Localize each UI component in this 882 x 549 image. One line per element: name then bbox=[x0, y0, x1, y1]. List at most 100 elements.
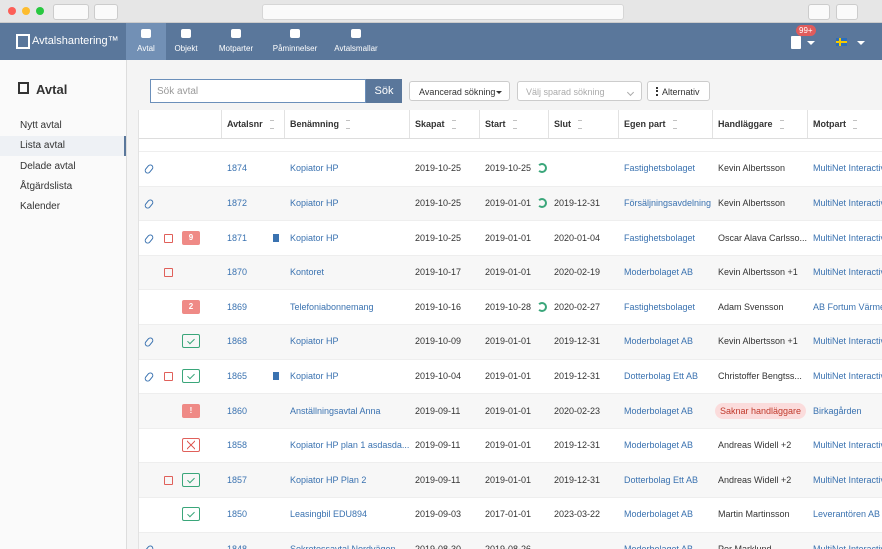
nav-item[interactable]: Påminnelser bbox=[265, 44, 325, 53]
sidebar: Avtal Nytt avtalLista avtalDelade avtalÅ… bbox=[0, 60, 127, 549]
status-icon bbox=[182, 473, 200, 487]
cell[interactable]: Försäljningsavdelning bbox=[624, 198, 711, 208]
cell[interactable]: Fastighetsbolaget bbox=[624, 233, 695, 243]
language-flag[interactable] bbox=[836, 38, 847, 46]
column-divider bbox=[618, 110, 619, 138]
cell[interactable]: Fastighetsbolaget bbox=[624, 302, 695, 312]
column-header[interactable]: Handläggare bbox=[718, 119, 773, 129]
cell[interactable]: 1872 bbox=[227, 198, 247, 208]
column-header[interactable]: Egen part bbox=[624, 119, 666, 129]
cell[interactable]: Kopiator HP bbox=[290, 371, 339, 381]
sort-icon[interactable] bbox=[780, 120, 784, 129]
sort-icon[interactable] bbox=[578, 120, 582, 129]
search-button[interactable]: Sök bbox=[366, 79, 402, 103]
cell[interactable]: MultiNet Interactive bbox=[813, 336, 882, 346]
cell[interactable]: 1868 bbox=[227, 336, 247, 346]
cell[interactable]: Leasingbil EDU894 bbox=[290, 509, 367, 519]
cell[interactable]: Dotterbolag Ett AB bbox=[624, 371, 698, 381]
zoom-button[interactable] bbox=[36, 7, 44, 15]
cell[interactable]: AB Fortum Värme bbox=[813, 302, 882, 312]
nav-item[interactable]: Avtalsmallar bbox=[326, 44, 386, 53]
cell[interactable]: Dotterbolag Ett AB bbox=[624, 475, 698, 485]
column-header[interactable]: Slut bbox=[554, 119, 571, 129]
cell[interactable]: Kopiator HP bbox=[290, 163, 339, 173]
status-icon bbox=[182, 438, 200, 452]
close-button[interactable] bbox=[8, 7, 16, 15]
cell[interactable]: Leverantören AB bbox=[813, 509, 880, 519]
sidebar-item[interactable]: Delade avtal bbox=[20, 161, 76, 172]
notification-icon[interactable] bbox=[791, 36, 801, 49]
column-header[interactable]: Skapat bbox=[415, 119, 445, 129]
column-header[interactable]: Benämning bbox=[290, 119, 339, 129]
cell[interactable]: 1857 bbox=[227, 475, 247, 485]
cell[interactable]: MultiNet Interactive bbox=[813, 198, 882, 208]
cell[interactable]: Kopiator HP bbox=[290, 233, 339, 243]
cell: Kevin Albertsson bbox=[718, 163, 785, 173]
saved-search[interactable]: Välj sparad sökning bbox=[517, 81, 642, 101]
share-button[interactable] bbox=[808, 4, 830, 20]
cell[interactable]: 1848 bbox=[227, 544, 247, 549]
column-header[interactable]: Avtalsnr bbox=[227, 119, 263, 129]
cell[interactable]: 1869 bbox=[227, 302, 247, 312]
options-button[interactable]: Alternativ bbox=[647, 81, 710, 101]
nav-arrows[interactable] bbox=[53, 4, 89, 20]
cell: 2020-02-23 bbox=[554, 406, 600, 416]
cell[interactable]: 1865 bbox=[227, 371, 247, 381]
sort-icon[interactable] bbox=[853, 120, 857, 129]
cell[interactable]: MultiNet Interactive bbox=[813, 233, 882, 243]
cell[interactable]: MultiNet Interactive bbox=[813, 440, 882, 450]
cell[interactable]: Moderbolaget AB bbox=[624, 544, 693, 549]
cell[interactable]: Birkagården bbox=[813, 406, 862, 416]
cell[interactable]: MultiNet Interactive bbox=[813, 544, 882, 549]
sidebar-item[interactable]: Nytt avtal bbox=[20, 120, 62, 131]
sort-icon[interactable] bbox=[270, 120, 274, 129]
cell[interactable]: 1858 bbox=[227, 440, 247, 450]
cell[interactable]: Fastighetsbolaget bbox=[624, 163, 695, 173]
sort-icon[interactable] bbox=[452, 120, 456, 129]
cell[interactable]: Kontoret bbox=[290, 267, 324, 277]
column-header[interactable]: Motpart bbox=[813, 119, 846, 129]
sidebar-item[interactable]: Åtgärdslista bbox=[20, 181, 72, 192]
sidebar-item[interactable]: Kalender bbox=[20, 201, 60, 212]
advanced-search[interactable]: Avancerad sökning bbox=[409, 81, 510, 101]
cell[interactable]: Sekretessavtal Nordvägen bbox=[290, 544, 396, 549]
cell[interactable]: Kopiator HP Plan 2 bbox=[290, 475, 366, 485]
cell[interactable]: Telefoniabonnemang bbox=[290, 302, 374, 312]
sidebar-item[interactable]: Lista avtal bbox=[20, 140, 65, 151]
sort-icon[interactable] bbox=[346, 120, 350, 129]
cell[interactable]: 1850 bbox=[227, 509, 247, 519]
cell[interactable]: MultiNet Interactive bbox=[813, 163, 882, 173]
cell[interactable]: MultiNet Interactive bbox=[813, 371, 882, 381]
cell[interactable]: 1871 bbox=[227, 233, 247, 243]
sort-icon[interactable] bbox=[673, 120, 677, 129]
minimize-button[interactable] bbox=[22, 7, 30, 15]
cell[interactable]: Moderbolaget AB bbox=[624, 440, 693, 450]
sidebar-toggle[interactable] bbox=[94, 4, 118, 20]
cell[interactable]: Kopiator HP plan 1 asdasda... bbox=[290, 440, 409, 450]
cell[interactable]: Anställningsavtal Anna bbox=[290, 406, 381, 416]
cell[interactable]: Kopiator HP bbox=[290, 198, 339, 208]
sort-icon[interactable] bbox=[513, 120, 517, 129]
cell[interactable]: MultiNet Interactive bbox=[813, 475, 882, 485]
cell[interactable]: Moderbolaget AB bbox=[624, 336, 693, 346]
cell[interactable]: MultiNet Interactive bbox=[813, 267, 882, 277]
cell[interactable]: 1874 bbox=[227, 163, 247, 173]
cell[interactable]: 1860 bbox=[227, 406, 247, 416]
logo-text[interactable]: Avtalshantering™ bbox=[32, 35, 119, 47]
cell: 2019-09-11 bbox=[415, 406, 460, 416]
tabs-button[interactable] bbox=[836, 4, 858, 20]
cell[interactable]: Moderbolaget AB bbox=[624, 267, 693, 277]
caret bbox=[807, 41, 815, 49]
app-navbar: Avtalshantering™ 99+ AvtalObjektMotparte… bbox=[0, 23, 882, 60]
cell[interactable]: Kopiator HP bbox=[290, 336, 339, 346]
note-icon bbox=[164, 234, 173, 243]
address-bar[interactable] bbox=[262, 4, 624, 20]
search-input[interactable]: Sök avtal bbox=[150, 79, 366, 103]
column-header[interactable]: Start bbox=[485, 119, 506, 129]
cell[interactable]: 1870 bbox=[227, 267, 247, 277]
document-icon bbox=[273, 372, 279, 380]
nav-item[interactable]: Motparter bbox=[206, 44, 266, 53]
cell[interactable]: Moderbolaget AB bbox=[624, 406, 693, 416]
cell: Adam Svensson bbox=[718, 302, 784, 312]
cell[interactable]: Moderbolaget AB bbox=[624, 509, 693, 519]
